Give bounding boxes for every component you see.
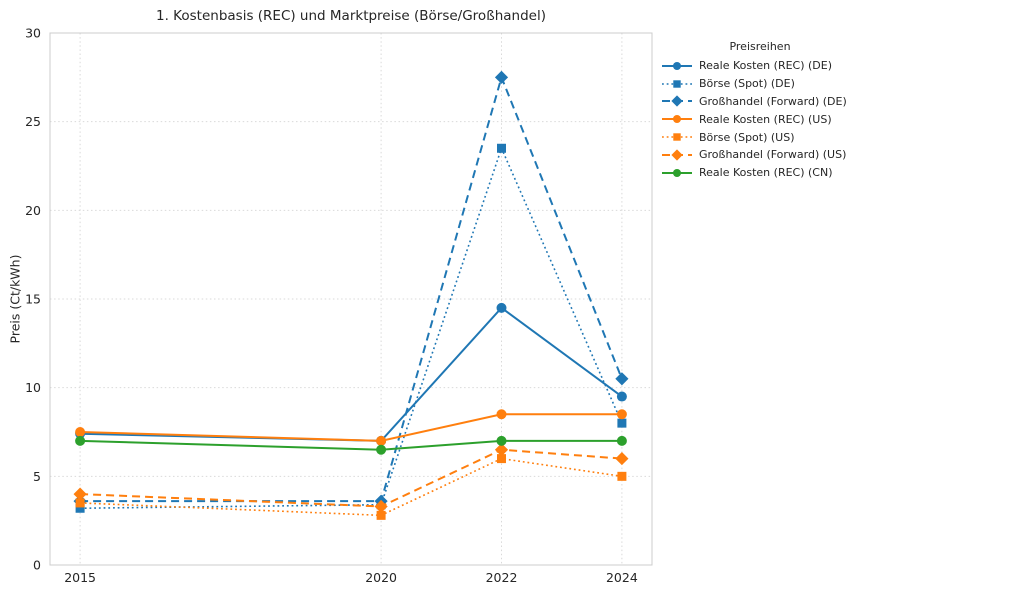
legend-items: Reale Kosten (REC) (DE) Börse (Spot) (DE)… <box>662 57 872 182</box>
legend-item: Reale Kosten (REC) (DE) <box>662 57 872 75</box>
series-marker-diamond <box>615 452 629 466</box>
series-marker-diamond <box>671 149 683 161</box>
legend-item-label: Börse (Spot) (US) <box>699 130 795 144</box>
legend-item-label: Reale Kosten (REC) (US) <box>699 112 832 126</box>
series-line <box>80 457 623 517</box>
series-marker-square <box>75 503 85 513</box>
series-marker-square <box>673 133 681 141</box>
y-tick-label: 15 <box>25 292 41 307</box>
series-marker-diamond <box>374 499 388 514</box>
legend-item: Reale Kosten (REC) (CN) <box>662 164 872 182</box>
series-marker-circle <box>376 435 387 446</box>
series-marker-square <box>497 143 506 153</box>
series-marker-square <box>497 454 506 464</box>
series-marker-diamond <box>494 443 509 457</box>
series-line <box>80 74 623 503</box>
legend-item-label: Großhandel (Forward) (US) <box>699 148 847 162</box>
legend-item-label: Reale Kosten (REC) (CN) <box>699 166 833 180</box>
legend-item-label: Börse (Spot) (DE) <box>699 77 795 91</box>
series-marker-circle <box>616 391 627 402</box>
series-marker-circle <box>673 115 681 124</box>
legend-square-line-icon <box>662 133 692 141</box>
series-marker-circle <box>673 61 681 70</box>
y-tick-label: 20 <box>25 203 41 218</box>
series-marker-circle <box>616 409 627 420</box>
x-tick-label: 2015 <box>64 570 96 585</box>
y-tick-label: 0 <box>33 558 41 573</box>
series-marker-circle <box>75 435 86 446</box>
legend-diamond-line-icon <box>662 95 692 108</box>
series-marker-circle <box>496 435 507 446</box>
y-tick-label: 5 <box>33 469 41 484</box>
legend-item: Reale Kosten (REC) (US) <box>662 110 872 128</box>
y-tick-label: 25 <box>25 114 41 129</box>
legend-diamond-line-icon <box>662 149 692 161</box>
legend-title: Preisreihen <box>729 40 791 53</box>
x-tick-label: 2024 <box>606 570 638 585</box>
legend-item: Börse (Spot) (DE) <box>662 75 872 93</box>
legend-circle-line-icon <box>662 115 692 124</box>
series-marker-circle <box>496 302 507 313</box>
series-line <box>80 306 623 442</box>
series-marker-circle <box>496 409 507 420</box>
legend-square-line-icon <box>662 79 692 88</box>
series-marker-square <box>617 471 627 481</box>
series-marker-diamond <box>671 95 683 108</box>
legend-item-label: Großhandel (Forward) (DE) <box>699 94 847 108</box>
y-tick-label: 30 <box>25 26 41 41</box>
y-tick-label: 10 <box>25 380 41 395</box>
axes-spines <box>49 32 653 566</box>
series-line <box>80 439 622 451</box>
series-marker-square <box>673 79 681 88</box>
series-marker-diamond <box>494 70 509 84</box>
series-line <box>80 146 623 510</box>
series-line <box>80 448 622 508</box>
x-tick-label: 2022 <box>486 570 518 585</box>
legend-item: Großhandel (Forward) (DE) <box>662 93 872 111</box>
legend: Preisreihen Reale Kosten (REC) (DE) Börse… <box>662 40 872 182</box>
series-marker-square <box>376 510 386 520</box>
series-marker-diamond <box>73 487 87 501</box>
series-marker-circle <box>75 427 86 437</box>
legend-item: Großhandel (Forward) (US) <box>662 146 872 164</box>
series-marker-circle <box>673 168 681 177</box>
series-marker-diamond <box>615 372 629 386</box>
series-marker-circle <box>376 444 387 455</box>
chart-title: 1. Kostenbasis (REC) und Marktpreise (Bö… <box>156 8 546 24</box>
legend-item: Börse (Spot) (US) <box>662 128 872 146</box>
legend-circle-line-icon <box>662 61 692 70</box>
legend-circle-line-icon <box>662 168 692 177</box>
series-marker-circle <box>616 435 627 446</box>
series-line <box>80 413 622 442</box>
legend-item-label: Reale Kosten (REC) (DE) <box>699 59 833 73</box>
series-marker-square <box>75 498 85 508</box>
series-marker-square <box>617 418 627 428</box>
x-tick-label: 2020 <box>365 570 397 585</box>
